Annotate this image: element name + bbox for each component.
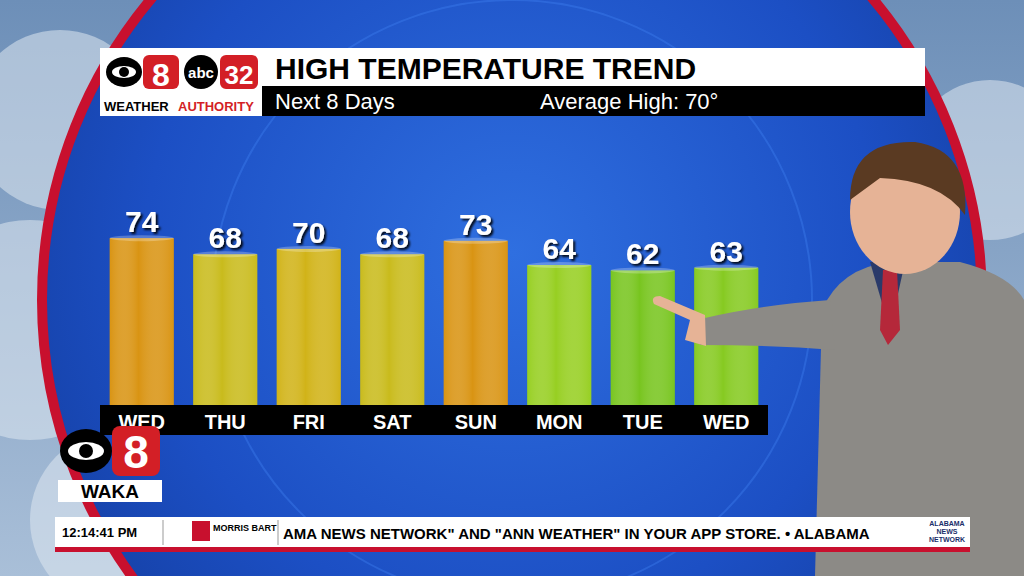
logo-box bbox=[100, 48, 262, 116]
bar-group bbox=[360, 251, 424, 405]
bar bbox=[193, 254, 257, 405]
data-label: 68 bbox=[376, 221, 409, 254]
x-tick-label: FRI bbox=[293, 411, 325, 433]
data-labels: 74 68 70 68 73 64 62 63 bbox=[125, 205, 743, 270]
bar-shine bbox=[527, 265, 591, 405]
ticker: 12:14:41 PM MORRIS BART AMA NEWS NETWORK" … bbox=[55, 517, 970, 552]
cbs-eye-white bbox=[68, 442, 104, 460]
category-strip bbox=[100, 405, 768, 435]
authority: AUTHORITY bbox=[178, 99, 254, 114]
logo: 8 abc 32 WEATHER AUTHORITY bbox=[104, 55, 258, 114]
corner-number: 8 bbox=[123, 426, 149, 478]
tie bbox=[880, 270, 900, 345]
bar-group bbox=[444, 238, 508, 405]
abc-disc bbox=[184, 55, 218, 89]
bar-shine bbox=[611, 270, 675, 405]
bar bbox=[360, 254, 424, 405]
divider bbox=[278, 520, 279, 545]
network-box bbox=[926, 518, 968, 546]
cbs-eye-white bbox=[112, 66, 136, 78]
arm bbox=[700, 300, 835, 350]
divider bbox=[163, 520, 164, 545]
ticker-network-line: ALABAMA bbox=[929, 520, 964, 527]
x-tick-label: WED bbox=[703, 411, 750, 433]
bar-shine bbox=[360, 254, 424, 405]
bar bbox=[110, 238, 174, 405]
data-label: 63 bbox=[710, 235, 743, 268]
bar bbox=[277, 249, 341, 405]
bar-shine bbox=[444, 241, 508, 405]
ticker-bar bbox=[55, 517, 970, 547]
ticker-sponsor: MORRIS BART bbox=[213, 523, 277, 533]
bar-group bbox=[277, 246, 341, 405]
sponsor-mark bbox=[192, 521, 210, 541]
bar-group bbox=[110, 235, 174, 405]
data-label: 73 bbox=[459, 208, 492, 241]
data-label: 64 bbox=[543, 232, 577, 265]
x-tick-label: TUE bbox=[623, 411, 663, 433]
presenter bbox=[653, 142, 1024, 576]
bar-shine bbox=[277, 249, 341, 405]
ticker-network-line: NETWORK bbox=[929, 536, 965, 543]
hair bbox=[850, 142, 965, 215]
station-number: 8 bbox=[152, 57, 170, 93]
ticker-time: 12:14:41 PM bbox=[62, 525, 137, 540]
cbs-pupil bbox=[79, 444, 93, 458]
data-label: 70 bbox=[292, 216, 325, 249]
weather: WEATHER bbox=[104, 99, 169, 114]
data-label: 68 bbox=[209, 221, 242, 254]
x-tick-labels: WEDTHUFRISATSUNMONTUEWED bbox=[118, 411, 749, 433]
ticker-network-line: NEWS bbox=[937, 528, 958, 535]
bar bbox=[527, 265, 591, 405]
data-label: 62 bbox=[626, 237, 659, 270]
corner-call: WAKA bbox=[81, 481, 139, 502]
bars bbox=[110, 235, 759, 405]
call-box bbox=[58, 480, 162, 502]
ticker-network: ALABAMANEWSNETWORK bbox=[929, 520, 965, 543]
channel-box bbox=[220, 55, 258, 89]
cbs-eye bbox=[106, 57, 142, 87]
subtitle: Next 8 Days bbox=[275, 89, 395, 114]
hand bbox=[653, 296, 706, 346]
stage: HIGH TEMPERATURE TREND Next 8 Days Average… bbox=[0, 0, 1024, 576]
cbs-pupil bbox=[119, 67, 129, 77]
ticker-underline bbox=[55, 547, 970, 552]
bar-shine bbox=[110, 238, 174, 405]
cbs-eye bbox=[60, 429, 112, 473]
network: abc bbox=[188, 64, 214, 81]
bar-group bbox=[193, 251, 257, 405]
x-tick-label: THU bbox=[205, 411, 246, 433]
x-tick-label: SUN bbox=[455, 411, 497, 433]
bar-group bbox=[611, 267, 675, 405]
channel: 32 bbox=[225, 60, 254, 90]
annotation: Average High: 70° bbox=[540, 89, 718, 114]
ticker-text: AMA NEWS NETWORK" AND "ANN WEATHER" IN Y… bbox=[283, 525, 870, 542]
title: HIGH TEMPERATURE TREND bbox=[275, 52, 696, 85]
bar-shine bbox=[193, 254, 257, 405]
data-label: 74 bbox=[125, 205, 159, 238]
bar-group bbox=[527, 262, 591, 405]
bar bbox=[444, 241, 508, 405]
corner-logo: 8 WAKA bbox=[58, 426, 162, 502]
x-tick-label: SAT bbox=[373, 411, 412, 433]
x-tick-label: MON bbox=[536, 411, 583, 433]
bar bbox=[611, 270, 675, 405]
